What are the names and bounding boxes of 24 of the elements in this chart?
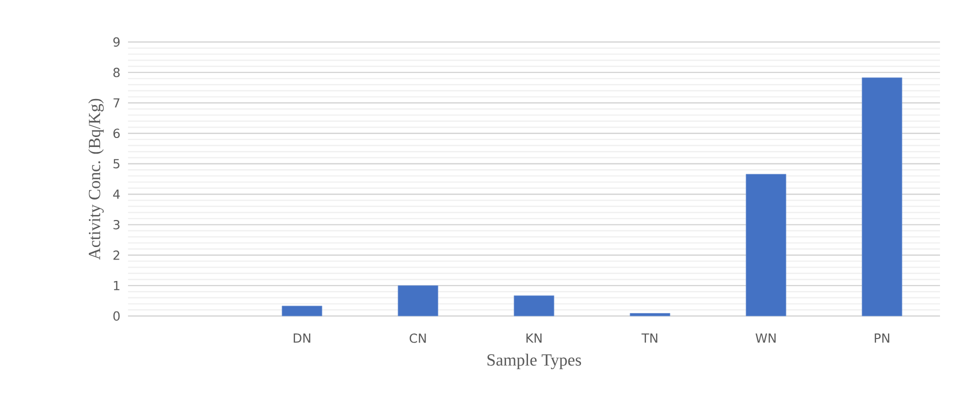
y-tick-label: 5 bbox=[114, 159, 120, 168]
x-axis-title: Sample Types bbox=[488, 354, 582, 370]
y-axis-title: Activity Conc. (Bq/Kg) bbox=[88, 98, 104, 260]
bar bbox=[746, 174, 786, 316]
y-tick-label: 0 bbox=[113, 311, 120, 321]
x-tick-label: WN bbox=[756, 334, 776, 343]
y-tick-label: 7 bbox=[114, 98, 120, 108]
y-tick-label: 6 bbox=[113, 128, 120, 138]
bar bbox=[514, 295, 554, 316]
y-tick-label: 9 bbox=[113, 37, 120, 47]
x-tick-label: DN bbox=[294, 334, 310, 343]
y-tick-label: 1 bbox=[114, 281, 120, 290]
bar bbox=[862, 77, 902, 316]
y-tick-label: 4 bbox=[113, 190, 120, 199]
y-tick-label: 3 bbox=[114, 220, 120, 230]
y-tick-label: 8 bbox=[113, 68, 120, 78]
bar bbox=[630, 313, 670, 316]
x-tick-label: TN bbox=[642, 334, 658, 343]
x-tick-label: PN bbox=[874, 334, 890, 343]
x-tick-label: KN bbox=[526, 334, 542, 343]
bar bbox=[398, 285, 438, 316]
bar bbox=[282, 306, 322, 316]
y-tick-label: 2 bbox=[113, 250, 120, 260]
x-tick-label: CN bbox=[410, 334, 426, 343]
